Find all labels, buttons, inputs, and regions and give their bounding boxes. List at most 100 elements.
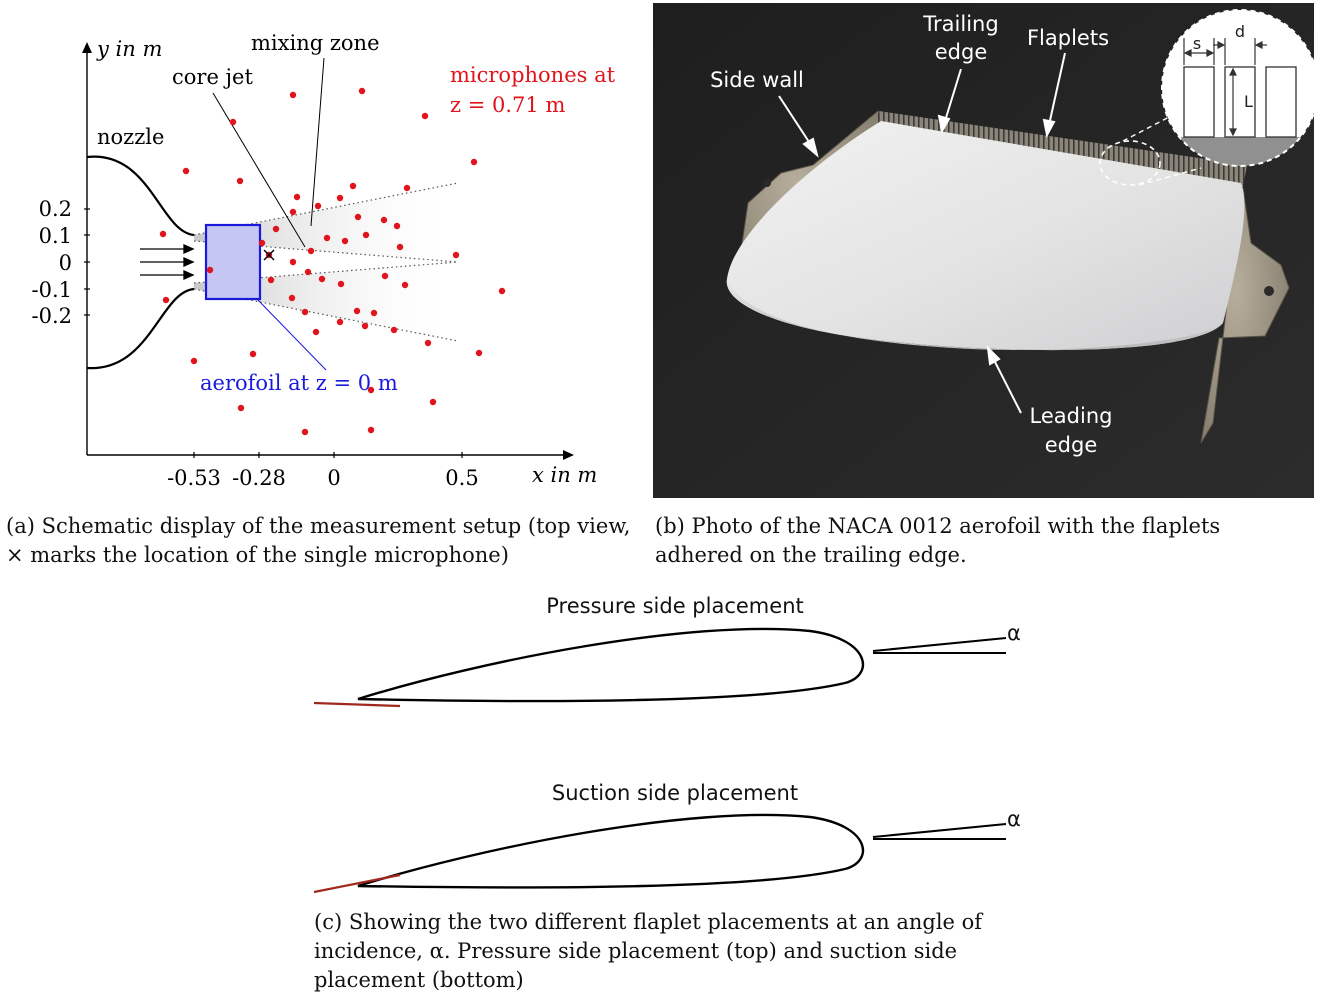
microphone: [475, 349, 483, 357]
microphone: [272, 225, 280, 233]
alpha-label-top: α: [1007, 621, 1021, 645]
x-tick-labels: -0.53 -0.28 0 0.5: [167, 466, 479, 490]
nozzle-outline: [86, 155, 195, 370]
microphone: [452, 251, 460, 259]
nozzle-label: nozzle: [97, 125, 164, 149]
side-wall-right: [1200, 187, 1290, 444]
microphone: [159, 230, 167, 238]
microphone: [314, 202, 322, 210]
microphone: [380, 216, 388, 224]
y-tick-label: -0.2: [32, 304, 73, 328]
leading-edge-label-line2: edge: [1045, 433, 1098, 457]
microphone: [229, 118, 237, 126]
y-tick-labels: 0.2 0.1 0 -0.1 -0.2: [32, 197, 73, 328]
trailing-edge-label-line1: Trailing: [922, 12, 998, 36]
microphone: [182, 167, 190, 175]
suction-side-title: Suction side placement: [552, 781, 798, 805]
microphone: [367, 386, 375, 394]
side-wall-hole: [763, 179, 771, 187]
microphone: [358, 87, 366, 95]
caption-b-line1: (b) Photo of the NACA 0012 aerofoil with…: [655, 514, 1221, 538]
angle-indicator-top: [872, 637, 1007, 654]
leading-edge-label-line1: Leading: [1030, 404, 1113, 428]
caption-c-line2: incidence, α. Pressure side placement (t…: [314, 939, 958, 963]
microphone: [421, 112, 429, 120]
microphone: [289, 258, 297, 266]
microphone: [336, 194, 344, 202]
microphone: [396, 243, 404, 251]
panel-a-figure: 0.2 0.1 0 -0.1 -0.2 -0.53 -0.28 0 0.5 y …: [32, 31, 616, 490]
caption-b-line2: adhered on the trailing edge.: [655, 543, 967, 567]
core-jet-label: core jet: [172, 65, 253, 89]
microphone: [289, 208, 297, 216]
caption-c-line1: (c) Showing the two different flaplet pl…: [314, 910, 983, 934]
caption-a: (a) Schematic display of the measurement…: [6, 512, 646, 570]
microphone: [237, 404, 245, 412]
aerofoil-label: aerofoil at z = 0 m: [200, 371, 398, 395]
microphone: [429, 398, 437, 406]
microphone: [318, 275, 326, 283]
microphone: [362, 231, 370, 239]
x-tick-label: 0.5: [445, 466, 478, 490]
aerofoil-body: [726, 121, 1245, 351]
microphone: [258, 239, 266, 247]
side-wall-label: Side wall: [710, 68, 804, 92]
microphone: [349, 182, 357, 190]
microphone: [498, 287, 506, 295]
flow-arrows: [140, 243, 195, 281]
microphone: [337, 280, 345, 288]
y-axis-arrowhead: [82, 42, 92, 53]
leader-lines: [212, 57, 325, 248]
y-axis-label: y in m: [96, 37, 162, 61]
flaplet-inset: s d L: [1099, 9, 1314, 186]
microphone: [424, 339, 432, 347]
microphone: [353, 307, 361, 315]
microphone: [293, 193, 301, 201]
caption-c: (c) Showing the two different flaplet pl…: [314, 908, 1014, 995]
caption-c-line3: placement (bottom): [314, 968, 524, 992]
x-tick-marks: [193, 452, 463, 458]
flaplet-suction-side: [313, 873, 401, 894]
mixing-zone-label: mixing zone: [251, 31, 380, 55]
microphone: [401, 281, 409, 289]
microphone: [390, 326, 398, 334]
microphone: [288, 294, 296, 302]
microphone: [304, 268, 312, 276]
microphone: [307, 247, 315, 255]
microphone: [289, 91, 297, 99]
y-tick-label: -0.1: [32, 278, 73, 302]
microphone: [336, 318, 344, 326]
microphone: [301, 308, 309, 316]
microphone: [341, 237, 349, 245]
microphone: [370, 309, 378, 317]
microphone: [403, 184, 411, 192]
jet-boundaries: [193, 182, 459, 342]
flaplet-pressure-side: [313, 701, 401, 708]
aerofoil-profile-top: [357, 627, 865, 703]
aerofoil-profile-bottom: [357, 813, 865, 889]
x-axis-label: x in m: [532, 463, 597, 487]
microphone: [190, 357, 198, 365]
microphone: [267, 276, 275, 284]
y-tick-marks: [84, 208, 90, 316]
caption-a-line1: (a) Schematic display of the measurement…: [6, 514, 631, 538]
alpha-label-bottom: α: [1007, 807, 1021, 831]
caption-b: (b) Photo of the NACA 0012 aerofoil with…: [655, 512, 1315, 570]
aerofoil-leader-line: [257, 299, 327, 371]
angle-indicator-bottom: [872, 823, 1007, 840]
microphone: [206, 266, 214, 274]
microphone-array: [159, 87, 506, 436]
pressure-side-title: Pressure side placement: [546, 594, 803, 618]
y-tick-label: 0: [59, 251, 72, 275]
y-tick-label: 0.1: [39, 224, 72, 248]
caption-a-line2: × marks the location of the single micro…: [6, 543, 509, 567]
flaplets-label: Flaplets: [1027, 26, 1109, 50]
microphone: [236, 177, 244, 185]
x-tick-label: -0.28: [232, 466, 286, 490]
microphone: [323, 234, 331, 242]
microphone: [354, 213, 362, 221]
microphones-label-line2: z = 0.71 m: [450, 93, 565, 117]
single-microphone-marker: [263, 249, 275, 261]
x-tick-label: -0.53: [167, 466, 221, 490]
microphone: [249, 350, 257, 358]
